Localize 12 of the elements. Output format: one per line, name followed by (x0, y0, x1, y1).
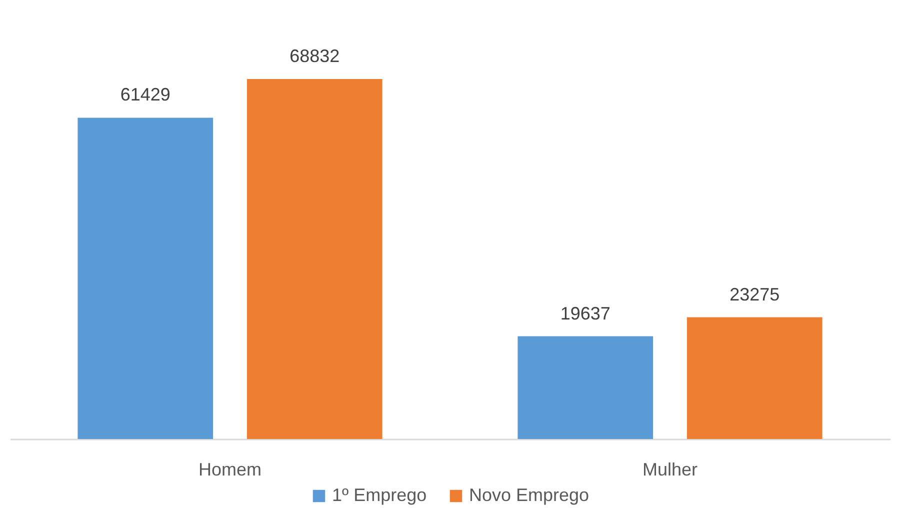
bar (686, 317, 822, 439)
x-tick-label: Mulher (642, 460, 698, 480)
data-label: 19637 (560, 303, 610, 324)
data-label: 61429 (120, 84, 170, 105)
legend-label: 1º Emprego (332, 485, 427, 505)
bar (78, 118, 214, 439)
x-tick-label: Homem (198, 460, 262, 480)
data-label: 23275 (730, 284, 780, 304)
bar (246, 79, 382, 439)
data-label: 68832 (290, 46, 340, 66)
legend-label: Novo Emprego (469, 485, 590, 505)
bar (518, 336, 654, 439)
